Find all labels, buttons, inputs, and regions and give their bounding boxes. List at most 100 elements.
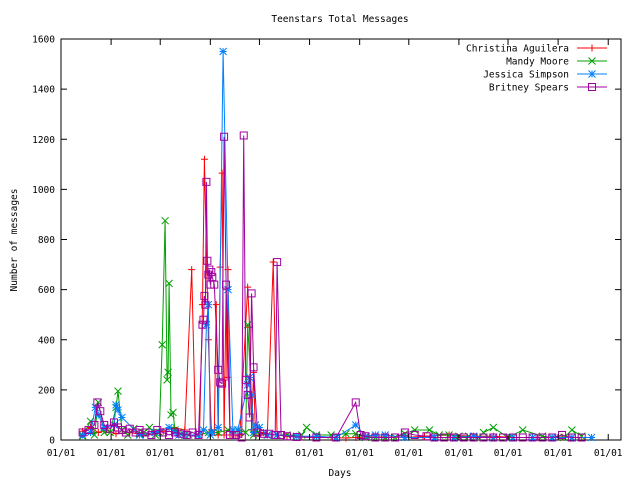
data-point: [292, 432, 301, 441]
series-line: [82, 135, 582, 439]
data-point: [255, 423, 264, 432]
series-line: [82, 220, 582, 439]
data-point: [188, 428, 197, 437]
data-point: [218, 379, 227, 388]
y-axis-label: Number of messages: [9, 189, 20, 292]
legend-label: Christina Aguilera: [466, 44, 569, 55]
chart-title: Teenstars Total Messages: [271, 14, 408, 25]
data-point: [381, 431, 390, 439]
data-point: [93, 398, 102, 407]
data-point: [538, 433, 547, 442]
data-point: [410, 426, 419, 434]
data-point: [371, 431, 380, 439]
series-line: [82, 51, 592, 439]
data-point: [165, 430, 174, 439]
data-point: [410, 430, 419, 439]
data-point: [84, 425, 93, 434]
data-point: [489, 433, 498, 442]
data-point: [577, 433, 586, 442]
data-point: [449, 433, 458, 442]
data-point: [161, 216, 169, 225]
data-point: [78, 431, 87, 439]
data-point: [342, 434, 350, 442]
data-point: [237, 433, 246, 442]
data-point: [499, 433, 508, 442]
data-point: [312, 432, 321, 441]
data-point: [430, 433, 439, 442]
x-tick-label: 01/01: [97, 448, 126, 459]
data-point: [588, 83, 596, 91]
data-point: [114, 406, 122, 414]
y-tick-label: 1400: [32, 85, 55, 96]
data-point: [528, 433, 537, 442]
data-point: [588, 44, 596, 52]
data-point: [153, 425, 162, 434]
data-point: [170, 428, 179, 437]
data-point: [200, 155, 208, 163]
data-point: [229, 426, 237, 434]
data-point: [210, 280, 219, 289]
data-point: [208, 273, 217, 282]
data-point: [588, 57, 596, 65]
data-point: [567, 433, 576, 442]
x-tick-label: 01/01: [47, 448, 76, 459]
x-tick-label: 01/01: [196, 448, 225, 459]
data-point: [352, 433, 360, 441]
series-jessica-simpson: [78, 47, 596, 442]
series-mandy-moore: [78, 216, 586, 442]
data-point: [207, 268, 216, 277]
data-point: [249, 363, 258, 372]
data-point: [251, 421, 260, 429]
data-point: [147, 430, 156, 439]
data-point: [86, 428, 95, 437]
x-tick-label: 01/01: [594, 448, 623, 459]
data-point: [158, 340, 167, 349]
data-point: [78, 428, 87, 437]
data-point: [214, 423, 223, 432]
legend-label: Mandy Moore: [506, 57, 569, 68]
data-point: [203, 256, 212, 265]
data-point: [176, 429, 185, 438]
data-point: [381, 433, 390, 442]
data-point: [145, 423, 154, 432]
data-point: [342, 429, 350, 438]
series-britney-spears: [78, 131, 586, 442]
data-point: [165, 279, 173, 288]
data-point: [233, 426, 242, 434]
data-point: [135, 425, 144, 434]
x-axis-label: Days: [329, 468, 352, 479]
data-point: [231, 430, 240, 439]
data-point: [241, 375, 250, 384]
data-point: [188, 266, 196, 274]
data-point: [220, 132, 229, 141]
data-point: [265, 429, 274, 438]
y-tick-label: 400: [38, 335, 55, 346]
data-point: [225, 430, 234, 439]
data-point: [489, 423, 498, 432]
data-point: [247, 289, 256, 298]
data-point: [588, 70, 596, 78]
data-point: [212, 301, 220, 309]
data-point: [312, 433, 321, 442]
data-point: [518, 433, 527, 442]
data-point: [201, 300, 210, 309]
legend: Christina Aguilera Mandy Moore Jessica Sim…: [466, 44, 607, 94]
series-layer: [78, 47, 596, 442]
data-point: [114, 387, 122, 395]
data-point: [219, 47, 227, 56]
data-point: [422, 432, 431, 441]
series-line: [82, 159, 582, 439]
data-point: [223, 373, 231, 381]
data-point: [243, 390, 252, 399]
data-point: [205, 265, 214, 274]
data-point: [202, 177, 211, 186]
y-tick-label: 0: [49, 436, 55, 447]
x-tick-label: 01/01: [245, 448, 274, 459]
x-tick-label: 01/01: [146, 448, 175, 459]
x-tick-label: 01/01: [494, 448, 523, 459]
data-point: [356, 430, 365, 439]
data-point: [277, 430, 286, 439]
data-point: [198, 320, 207, 329]
plot-area: [60, 38, 622, 441]
